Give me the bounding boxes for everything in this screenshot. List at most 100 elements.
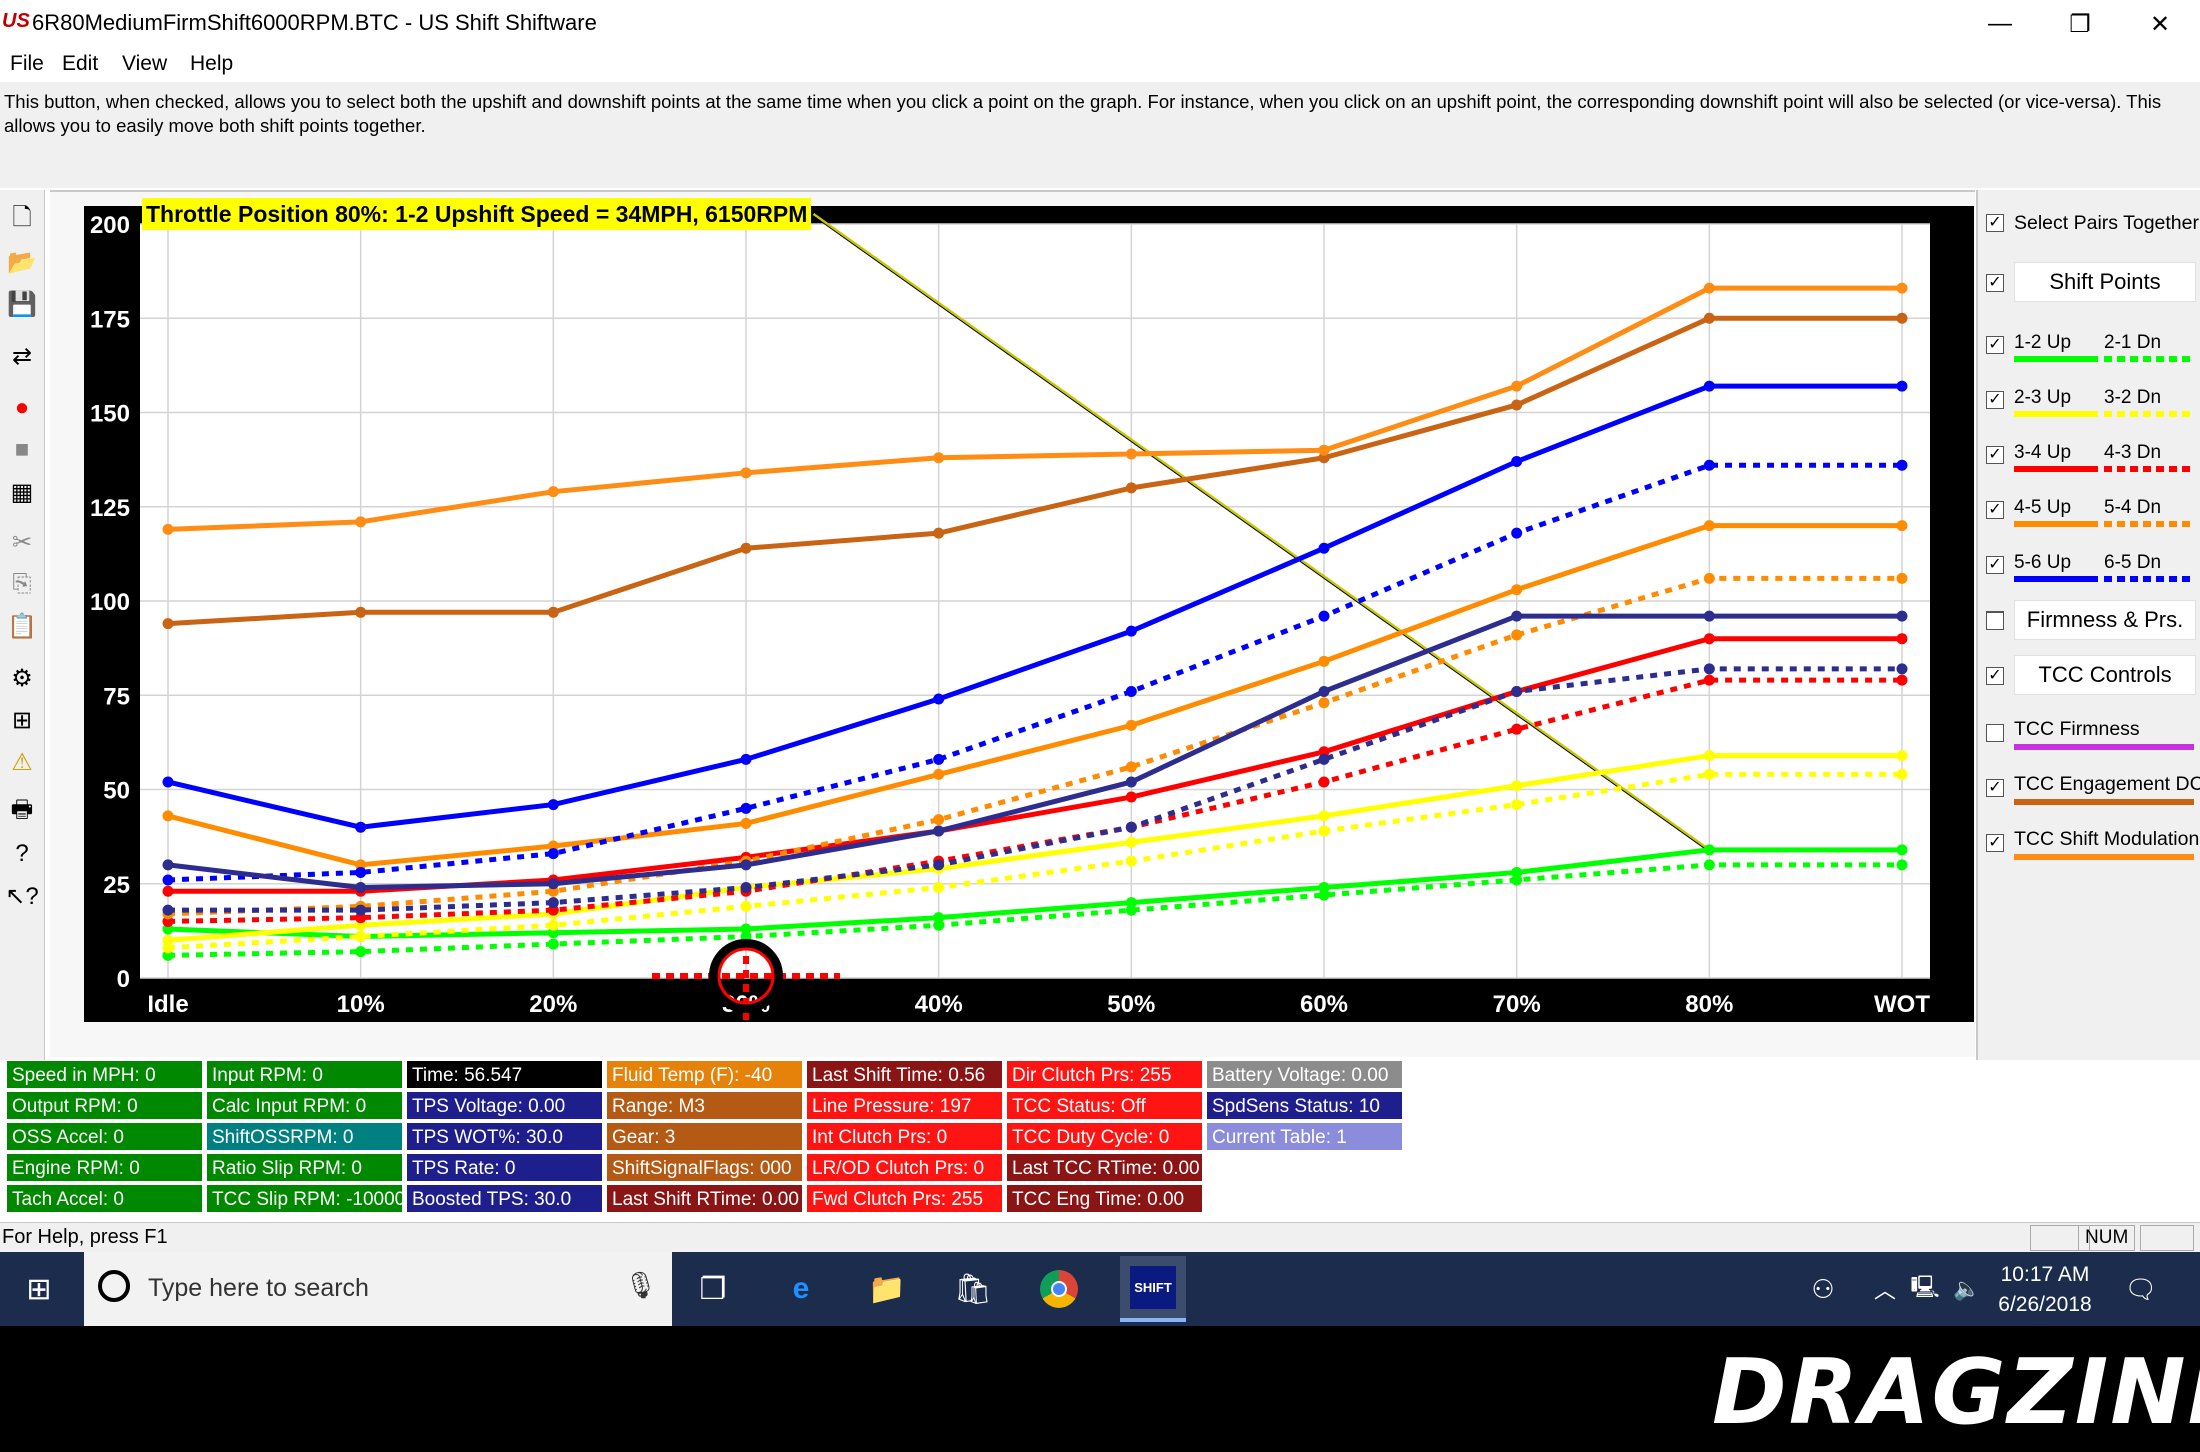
data-point[interactable]: [1703, 750, 1715, 762]
windows-start-icon[interactable]: ⊞: [26, 1272, 52, 1306]
data-point[interactable]: [1703, 633, 1715, 645]
menu-edit[interactable]: Edit: [62, 52, 99, 75]
data-point[interactable]: [1703, 674, 1715, 686]
data-point[interactable]: [162, 776, 174, 788]
select-pairs-checkbox[interactable]: ✓: [1986, 214, 2004, 232]
data-point[interactable]: [162, 942, 174, 954]
data-point[interactable]: [1511, 685, 1523, 697]
data-point[interactable]: [1318, 889, 1330, 901]
data-point[interactable]: [1896, 312, 1908, 324]
data-point[interactable]: [740, 900, 752, 912]
data-point[interactable]: [355, 931, 367, 943]
graph-icon[interactable]: ▦: [10, 478, 34, 506]
data-point[interactable]: [1896, 520, 1908, 532]
data-point[interactable]: [355, 866, 367, 878]
data-point[interactable]: [1125, 904, 1137, 916]
select-pairs-row[interactable]: ✓ Select Pairs Together: [1978, 210, 2200, 264]
data-point[interactable]: [740, 859, 752, 871]
print-icon[interactable]: 🖶: [10, 795, 34, 823]
network-icon[interactable]: 🖳: [1910, 1274, 1940, 1299]
data-point[interactable]: [1318, 882, 1330, 894]
pair-checkbox[interactable]: ✓: [1986, 501, 2004, 519]
data-point[interactable]: [162, 618, 174, 630]
firmness-checkbox[interactable]: [1986, 612, 2004, 630]
series-line-4-5-up[interactable]: [167, 523, 1902, 868]
data-point[interactable]: [1125, 761, 1137, 773]
firmness-row[interactable]: Firmness & Prs.: [1978, 600, 2200, 654]
record-icon[interactable]: ●: [14, 394, 30, 421]
tcc-controls-row[interactable]: ✓ TCC Controls: [1978, 655, 2200, 709]
data-point[interactable]: [1703, 610, 1715, 622]
series-line-2-1-dn[interactable]: [167, 862, 1902, 958]
data-point[interactable]: [1125, 685, 1137, 697]
data-point[interactable]: [355, 859, 367, 871]
pair-checkbox[interactable]: ✓: [1986, 336, 2004, 354]
shift-points-row[interactable]: ✓ Shift Points: [1978, 262, 2200, 316]
data-point[interactable]: [1896, 380, 1908, 392]
data-point[interactable]: [933, 814, 945, 826]
data-point[interactable]: [547, 897, 559, 909]
data-point[interactable]: [1318, 452, 1330, 464]
data-point[interactable]: [547, 486, 559, 498]
data-point[interactable]: [933, 452, 945, 464]
title-bar[interactable]: US 6R80MediumFirmShift6000RPM.BTC - US S…: [0, 0, 2200, 50]
context-help-icon[interactable]: ↖?: [5, 882, 39, 910]
task-view-icon[interactable]: ❐: [699, 1272, 727, 1306]
data-point[interactable]: [740, 467, 752, 479]
data-point[interactable]: [547, 799, 559, 811]
data-point[interactable]: [1511, 629, 1523, 641]
data-point[interactable]: [740, 542, 752, 554]
us-shift-taskbar-button[interactable]: SHIFT: [1120, 1256, 1186, 1322]
tcc-controls-checkbox[interactable]: ✓: [1986, 667, 2004, 685]
paste-icon[interactable]: 📋: [7, 612, 37, 640]
data-point[interactable]: [1125, 448, 1137, 460]
minimize-button[interactable]: —: [1960, 0, 2040, 48]
pair-row-1-2-up[interactable]: ✓ 1-2 Up 2-1 Dn: [1978, 330, 2200, 384]
data-point[interactable]: [1511, 799, 1523, 811]
cut-icon[interactable]: ✂: [11, 528, 33, 556]
data-point[interactable]: [1896, 750, 1908, 762]
gear-icon[interactable]: ⚙: [11, 664, 33, 692]
data-point[interactable]: [1896, 572, 1908, 584]
single-row-tcc-shift-modulation[interactable]: ✓ TCC Shift Modulation: [1978, 820, 2200, 874]
chrome-icon[interactable]: [1036, 1266, 1082, 1312]
save-icon[interactable]: 💾: [7, 290, 37, 318]
data-point[interactable]: [1318, 610, 1330, 622]
data-point[interactable]: [1125, 719, 1137, 731]
series-line-2-3-up[interactable]: [167, 753, 1902, 943]
data-point[interactable]: [355, 904, 367, 916]
data-point[interactable]: [740, 817, 752, 829]
single-row-tcc-engagement-dc[interactable]: ✓ TCC Engagement DC: [1978, 765, 2200, 819]
series-line-tcc-engagement-dc[interactable]: [167, 315, 1902, 627]
data-point[interactable]: [933, 693, 945, 705]
data-point[interactable]: [1318, 685, 1330, 697]
copy-icon[interactable]: ⎘: [12, 570, 32, 597]
stop-icon[interactable]: ■: [14, 436, 30, 463]
data-point[interactable]: [1511, 610, 1523, 622]
data-point[interactable]: [933, 912, 945, 924]
data-point[interactable]: [1896, 610, 1908, 622]
menu-view[interactable]: View: [122, 52, 168, 75]
shift-points-checkbox[interactable]: ✓: [1986, 274, 2004, 292]
pair-checkbox[interactable]: ✓: [1986, 391, 2004, 409]
series-line-5-4-dn[interactable]: [167, 575, 1902, 917]
open-folder-icon[interactable]: 📂: [7, 248, 37, 276]
close-button[interactable]: ✕: [2120, 0, 2200, 48]
data-point[interactable]: [1318, 542, 1330, 554]
store-icon[interactable]: 🛍: [953, 1272, 993, 1306]
series-line-1-2-up[interactable]: [167, 847, 1902, 940]
data-point[interactable]: [1703, 459, 1715, 471]
series-line-5-6-up[interactable]: [167, 383, 1902, 830]
data-point[interactable]: [1511, 874, 1523, 886]
data-point[interactable]: [547, 840, 559, 852]
data-point[interactable]: [1703, 663, 1715, 675]
microphone-icon[interactable]: 🎙: [624, 1270, 658, 1300]
series-line-tcc-on[interactable]: [167, 613, 1902, 891]
data-point[interactable]: [933, 825, 945, 837]
data-point[interactable]: [1896, 459, 1908, 471]
data-point[interactable]: [547, 938, 559, 950]
data-point[interactable]: [740, 923, 752, 935]
data-point[interactable]: [1125, 897, 1137, 909]
data-point[interactable]: [355, 919, 367, 931]
people-icon[interactable]: ⚇: [1811, 1273, 1835, 1304]
